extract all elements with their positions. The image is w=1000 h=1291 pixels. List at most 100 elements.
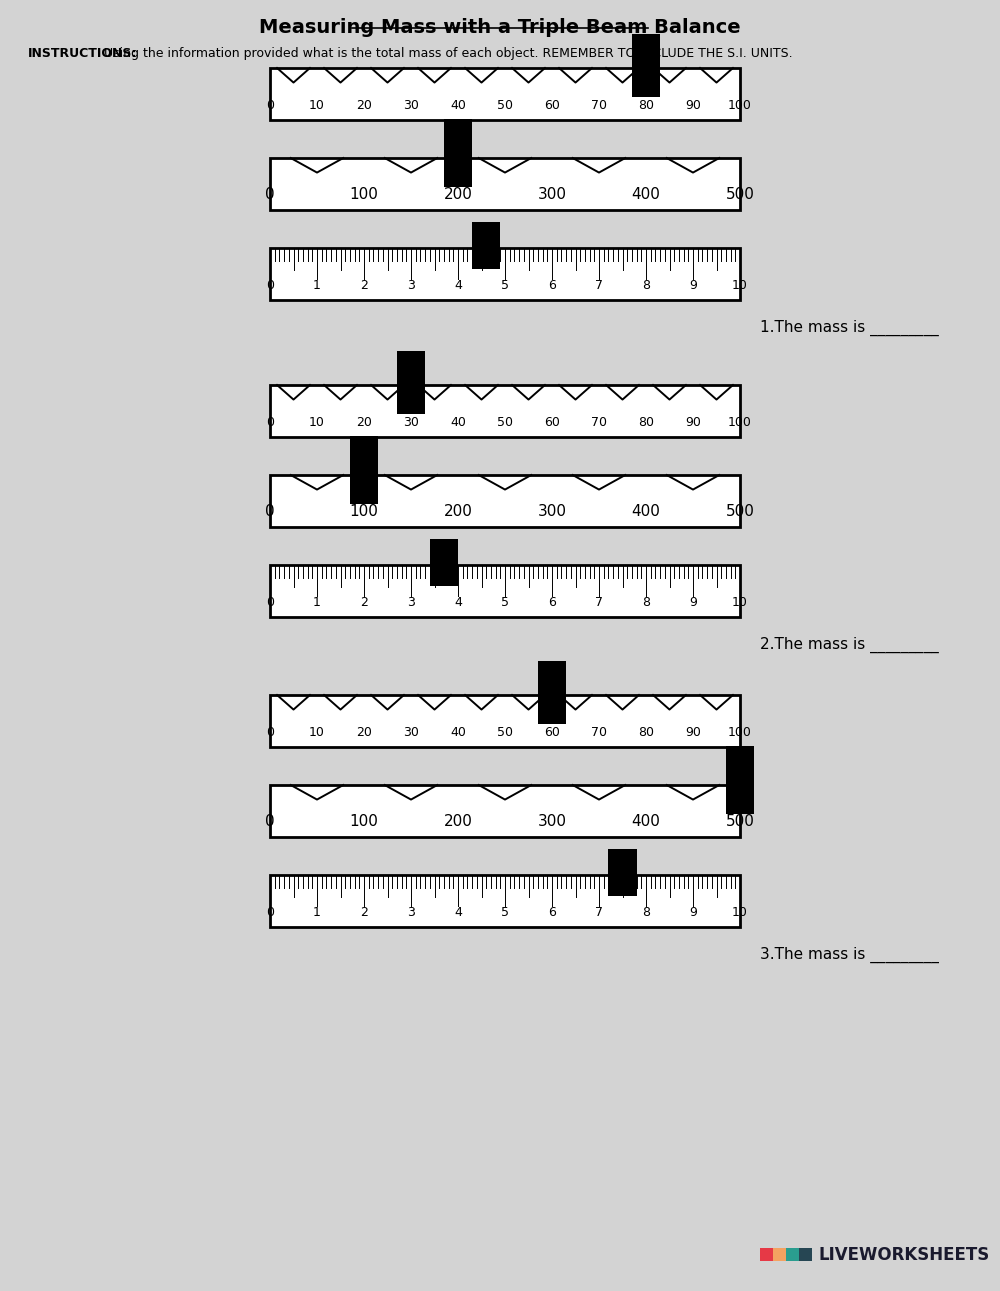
Text: 300: 300 xyxy=(538,813,566,829)
Text: 200: 200 xyxy=(444,187,472,201)
Bar xyxy=(608,849,637,896)
Text: 500: 500 xyxy=(726,813,754,829)
Text: 40: 40 xyxy=(450,99,466,112)
Text: 0: 0 xyxy=(266,279,274,292)
Text: 50: 50 xyxy=(497,726,513,738)
Bar xyxy=(538,661,566,723)
Text: 100: 100 xyxy=(728,726,752,738)
Text: 100: 100 xyxy=(350,813,378,829)
Bar xyxy=(632,34,660,97)
Text: 6: 6 xyxy=(548,596,556,609)
Text: 40: 40 xyxy=(450,416,466,429)
Text: 9: 9 xyxy=(689,596,697,609)
Text: 300: 300 xyxy=(538,503,566,519)
Text: 400: 400 xyxy=(632,187,660,201)
Text: 7: 7 xyxy=(595,596,603,609)
Text: 0: 0 xyxy=(266,726,274,738)
Text: 3: 3 xyxy=(407,279,415,292)
Text: 200: 200 xyxy=(444,503,472,519)
Text: 2: 2 xyxy=(360,596,368,609)
Text: 100: 100 xyxy=(728,99,752,112)
Bar xyxy=(270,248,740,300)
Text: 80: 80 xyxy=(638,416,654,429)
Text: 0: 0 xyxy=(266,416,274,429)
Bar xyxy=(270,158,740,210)
Text: 7: 7 xyxy=(595,279,603,292)
Text: 80: 80 xyxy=(638,99,654,112)
Text: 7: 7 xyxy=(595,906,603,919)
Bar xyxy=(270,695,740,747)
Text: 400: 400 xyxy=(632,503,660,519)
Text: 80: 80 xyxy=(638,726,654,738)
Text: 10: 10 xyxy=(309,726,325,738)
Text: 6: 6 xyxy=(548,279,556,292)
Text: 0: 0 xyxy=(266,99,274,112)
Text: 10: 10 xyxy=(309,416,325,429)
Bar xyxy=(270,475,740,527)
Text: LIVEWORKSHEETS: LIVEWORKSHEETS xyxy=(818,1246,989,1264)
Text: 10: 10 xyxy=(732,596,748,609)
Text: 1: 1 xyxy=(313,906,321,919)
Text: 30: 30 xyxy=(403,99,419,112)
Text: 5: 5 xyxy=(501,279,509,292)
Bar xyxy=(799,1248,812,1261)
Text: 3: 3 xyxy=(407,596,415,609)
Text: 3.The mass is _________: 3.The mass is _________ xyxy=(760,948,939,963)
Text: 50: 50 xyxy=(497,416,513,429)
Text: 0: 0 xyxy=(266,906,274,919)
Bar xyxy=(270,785,740,837)
Text: 6: 6 xyxy=(548,906,556,919)
Bar xyxy=(270,565,740,617)
Text: 2: 2 xyxy=(360,906,368,919)
Text: 10: 10 xyxy=(732,279,748,292)
Text: 40: 40 xyxy=(450,726,466,738)
Bar xyxy=(270,385,740,436)
Text: 0: 0 xyxy=(266,596,274,609)
Bar xyxy=(472,222,500,269)
Text: 90: 90 xyxy=(685,99,701,112)
Text: 90: 90 xyxy=(685,726,701,738)
Text: 3: 3 xyxy=(407,906,415,919)
Text: 90: 90 xyxy=(685,416,701,429)
Text: INSTRUCTIONS:: INSTRUCTIONS: xyxy=(28,46,137,59)
Text: 4: 4 xyxy=(454,596,462,609)
Bar xyxy=(270,875,740,927)
Text: 8: 8 xyxy=(642,906,650,919)
Text: 70: 70 xyxy=(591,99,607,112)
Text: 10: 10 xyxy=(309,99,325,112)
Text: 4: 4 xyxy=(454,906,462,919)
Text: 500: 500 xyxy=(726,503,754,519)
Text: 20: 20 xyxy=(356,416,372,429)
Text: 2.The mass is _________: 2.The mass is _________ xyxy=(760,636,939,653)
Text: 9: 9 xyxy=(689,906,697,919)
Bar xyxy=(397,351,425,413)
Bar xyxy=(350,436,378,503)
Bar xyxy=(773,1248,786,1261)
Text: 30: 30 xyxy=(403,416,419,429)
Bar xyxy=(430,540,458,586)
Text: 4: 4 xyxy=(454,279,462,292)
Text: 10: 10 xyxy=(732,906,748,919)
Text: 1.The mass is _________: 1.The mass is _________ xyxy=(760,320,939,336)
Text: 70: 70 xyxy=(591,726,607,738)
Text: 8: 8 xyxy=(642,596,650,609)
Text: 30: 30 xyxy=(403,726,419,738)
Text: 70: 70 xyxy=(591,416,607,429)
Text: 2: 2 xyxy=(360,279,368,292)
Text: 100: 100 xyxy=(350,503,378,519)
Text: 100: 100 xyxy=(350,187,378,201)
Text: 20: 20 xyxy=(356,726,372,738)
Text: 200: 200 xyxy=(444,813,472,829)
Text: 50: 50 xyxy=(497,99,513,112)
Bar xyxy=(270,68,740,120)
Text: Using the information provided what is the total mass of each object. REMEMBER T: Using the information provided what is t… xyxy=(100,46,792,59)
Text: 1: 1 xyxy=(313,596,321,609)
Text: 0: 0 xyxy=(265,813,275,829)
Text: 8: 8 xyxy=(642,279,650,292)
Bar xyxy=(760,1248,773,1261)
Bar xyxy=(786,1248,799,1261)
Text: 5: 5 xyxy=(501,596,509,609)
Text: 0: 0 xyxy=(265,503,275,519)
Text: 1: 1 xyxy=(313,279,321,292)
Text: 9: 9 xyxy=(689,279,697,292)
